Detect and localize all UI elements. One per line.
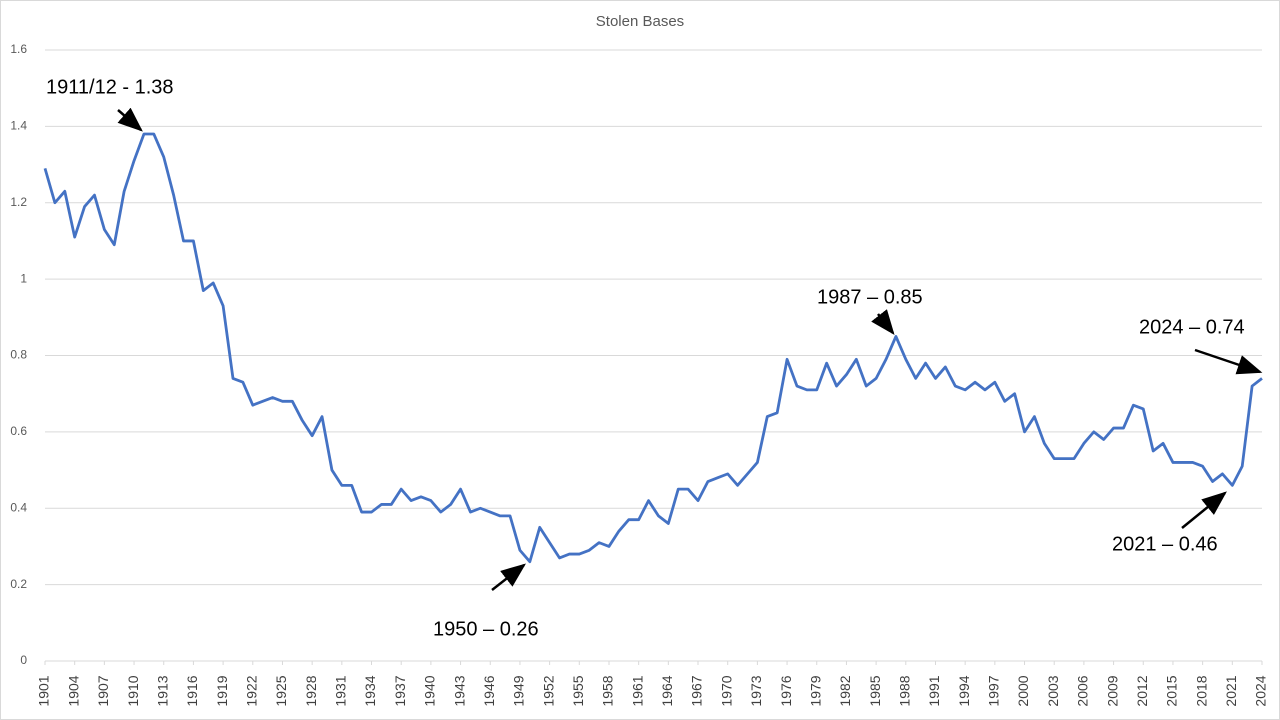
annotation-arrow <box>117 107 143 132</box>
x-tick-label: 1973 <box>748 675 764 706</box>
x-tick-label: 1937 <box>392 675 408 706</box>
x-tick-label: 1979 <box>807 675 823 706</box>
x-tick-label: 1901 <box>36 675 52 706</box>
x-tick-label: 1925 <box>273 675 289 706</box>
x-tick-label: 1985 <box>867 675 883 706</box>
annotation: 1911/12 - 1.38 <box>46 76 174 98</box>
y-tick-label: 0.4 <box>10 500 27 514</box>
x-tick-label: 1949 <box>511 675 527 706</box>
annotation-arrow <box>491 563 526 591</box>
y-tick-label: 1 <box>20 271 27 285</box>
x-tick-label: 1976 <box>778 675 794 706</box>
y-tick-label: 0.6 <box>10 424 27 438</box>
x-tick-label: 1934 <box>362 675 378 706</box>
x-tick-label: 1994 <box>956 675 972 706</box>
x-tick-label: 1970 <box>718 675 734 706</box>
x-tick-label: 1907 <box>95 675 111 706</box>
x-tick-label: 1910 <box>125 675 141 706</box>
x-tick-label: 2000 <box>1015 675 1031 706</box>
y-tick-label: 1.2 <box>10 195 27 209</box>
x-tick-label: 1964 <box>659 675 675 706</box>
x-tick-label: 1943 <box>451 675 467 706</box>
y-tick-label: 1.6 <box>10 42 27 56</box>
x-tick-label: 1988 <box>897 675 913 706</box>
x-tick-label: 1904 <box>65 675 81 706</box>
y-tick-label: 0 <box>20 653 27 667</box>
x-tick-label: 2021 <box>1223 675 1239 706</box>
x-tick-label: 2012 <box>1134 675 1150 706</box>
x-tick-label: 2003 <box>1045 675 1061 706</box>
x-tick-label: 2015 <box>1164 675 1180 706</box>
annotation-arrow <box>871 309 895 335</box>
x-tick-label: 1928 <box>303 675 319 706</box>
x-tick-label: 1916 <box>184 675 200 706</box>
y-tick-label: 0.2 <box>10 577 27 591</box>
annotation: 1950 – 0.26 <box>433 618 539 640</box>
x-tick-label: 1922 <box>243 675 259 706</box>
x-tick-label: 1991 <box>926 675 942 706</box>
x-tick-label: 1982 <box>837 675 853 706</box>
x-tick-label: 1997 <box>986 675 1002 706</box>
x-tick-label: 1931 <box>333 675 349 706</box>
annotation: 2021 – 0.46 <box>1112 533 1218 555</box>
annotation: 1987 – 0.85 <box>817 286 923 308</box>
x-tick-label: 2009 <box>1104 675 1120 706</box>
x-tick-label: 1946 <box>481 675 497 706</box>
x-tick-label: 1967 <box>689 675 705 706</box>
y-tick-label: 0.8 <box>10 348 27 362</box>
x-tick-label: 2006 <box>1075 675 1091 706</box>
annotation-arrow <box>1194 348 1263 375</box>
x-tick-label: 1940 <box>422 675 438 706</box>
x-tick-label: 2024 <box>1253 675 1269 706</box>
annotation: 2024 – 0.74 <box>1139 316 1245 338</box>
x-tick-label: 1955 <box>570 675 586 706</box>
y-tick-label: 1.4 <box>10 119 27 133</box>
x-tick-label: 1961 <box>629 675 645 706</box>
x-tick-label: 1919 <box>214 675 230 706</box>
x-tick-label: 1958 <box>600 675 616 706</box>
x-tick-label: 2018 <box>1193 675 1209 706</box>
x-tick-label: 1913 <box>154 675 170 706</box>
annotation-arrow <box>1181 491 1227 529</box>
chart-title: Stolen Bases <box>596 13 684 30</box>
x-tick-label: 1952 <box>540 675 556 706</box>
data-line <box>43 132 1263 564</box>
